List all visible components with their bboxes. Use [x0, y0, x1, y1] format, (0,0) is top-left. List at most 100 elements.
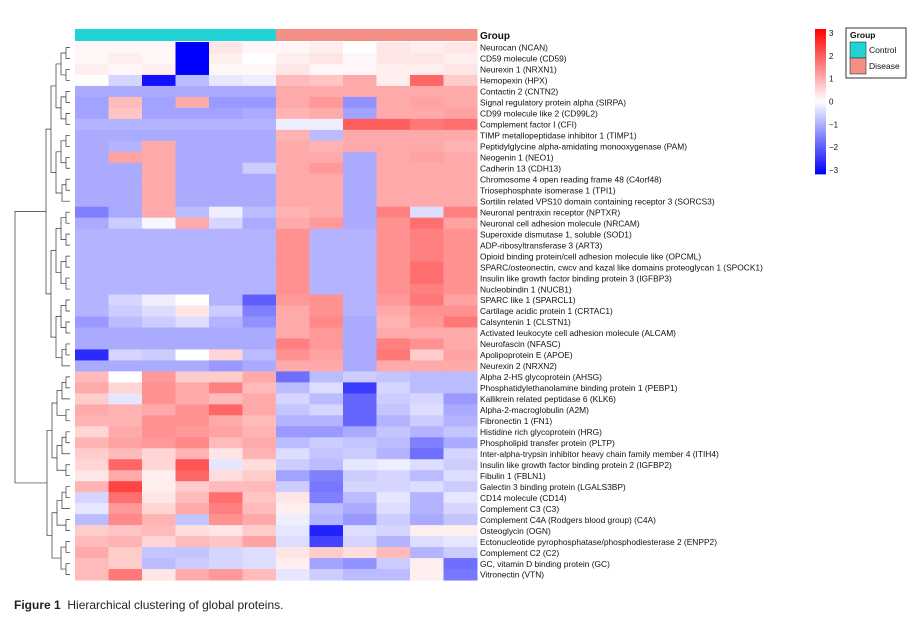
heatmap-cell: [276, 349, 310, 361]
row-label: CD59 molecule (CD59): [480, 54, 567, 64]
heatmap-cell: [309, 283, 344, 296]
heatmap-cell: [309, 250, 344, 263]
heatmap-cell: [209, 525, 243, 537]
heatmap-cell: [142, 85, 176, 98]
heatmap-cell: [309, 206, 344, 219]
heatmap-cell: [209, 338, 243, 350]
heatmap-cell: [309, 404, 344, 416]
heatmap-cell: [276, 404, 310, 416]
heatmap-cell: [410, 371, 444, 383]
heatmap-cell: [242, 151, 277, 164]
heatmap-cell: [75, 437, 109, 449]
heatmap-cell: [75, 195, 109, 208]
color-bar-tick: −2: [829, 143, 839, 152]
heatmap-cell: [376, 294, 411, 307]
heatmap-cell: [410, 195, 444, 208]
heatmap-cell: [142, 107, 176, 120]
heatmap-cell: [410, 63, 444, 76]
heatmap-cell: [75, 129, 109, 142]
heatmap-cell: [443, 272, 478, 285]
row-label: Vitronectin (VTN): [480, 570, 544, 580]
heatmap-cell: [75, 305, 109, 317]
annotation-cell-disease: [410, 29, 444, 41]
heatmap-cell: [376, 393, 411, 405]
heatmap-cell: [376, 503, 411, 515]
heatmap-cell: [242, 250, 277, 263]
color-bar-step: [815, 53, 826, 56]
heatmap-cell: [343, 206, 377, 219]
heatmap-cell: [410, 107, 444, 120]
dendrogram-branch: [50, 250, 56, 338]
row-label: Neogenin 1 (NEO1): [480, 152, 554, 162]
heatmap-cell: [443, 217, 478, 230]
heatmap-cell: [376, 536, 411, 548]
heatmap-cell: [242, 426, 277, 438]
row-label: Complement factor I (CFI): [480, 120, 577, 130]
heatmap-cell: [142, 338, 176, 350]
heatmap-cell: [410, 569, 444, 581]
heatmap-cell: [242, 415, 277, 427]
heatmap-cell: [175, 272, 210, 285]
color-bar-step: [815, 82, 826, 85]
row-label: Calsyntenin 1 (CLSTN1): [480, 317, 571, 327]
heatmap-cell: [142, 481, 176, 493]
heatmap-cell: [242, 360, 277, 372]
heatmap-cell: [443, 503, 478, 515]
heatmap-cell: [443, 316, 478, 328]
heatmap-cell: [410, 173, 444, 186]
row-label: Sortilin related VPS10 domain containing…: [480, 196, 715, 206]
heatmap-cell: [376, 470, 411, 482]
heatmap-cell: [242, 52, 277, 65]
heatmap-cell: [142, 272, 176, 285]
heatmap-cell: [175, 162, 210, 175]
row-label: Galectin 3 binding protein (LGALS3BP): [480, 482, 626, 492]
color-bar-step: [815, 94, 826, 98]
heatmap-cell: [309, 393, 344, 405]
heatmap-cell: [209, 382, 243, 394]
heatmap-cell: [276, 294, 310, 307]
heatmap-cell: [443, 525, 478, 537]
heatmap-cell: [443, 206, 478, 219]
heatmap-cell: [108, 481, 143, 493]
heatmap-cell: [343, 96, 377, 109]
heatmap-cell: [276, 42, 310, 54]
heatmap-cell: [376, 338, 411, 350]
heatmap-cell: [209, 470, 243, 482]
heatmap-cell: [175, 239, 210, 252]
heatmap-cell: [410, 349, 444, 361]
heatmap-cell: [410, 206, 444, 219]
heatmap-cell: [108, 536, 143, 548]
heatmap-cell: [108, 448, 143, 460]
color-bar-step: [815, 36, 826, 40]
heatmap-cell: [443, 184, 478, 197]
color-bar-step: [815, 157, 826, 160]
row-label: TIMP metallopeptidase inhibitor 1 (TIMP1…: [480, 131, 637, 141]
heatmap-cell: [142, 305, 176, 317]
heatmap-cell: [209, 42, 243, 54]
heatmap-cell: [276, 184, 310, 197]
heatmap-cell: [175, 151, 210, 164]
heatmap-cell: [175, 558, 210, 570]
heatmap-cell: [175, 514, 210, 526]
heatmap-cell: [443, 481, 478, 493]
heatmap-cell: [376, 261, 411, 274]
color-bar-step: [815, 84, 826, 88]
heatmap-cell: [343, 426, 377, 438]
color-bar-step: [815, 43, 826, 47]
heatmap-cell: [242, 448, 277, 460]
heatmap-cell: [142, 184, 176, 197]
heatmap-cell: [175, 426, 210, 438]
heatmap-cell: [443, 63, 478, 76]
dendrogram-branch: [46, 430, 52, 536]
heatmap-cell: [142, 96, 176, 109]
heatmap-cell: [242, 294, 277, 307]
heatmap-cell: [108, 173, 143, 186]
heatmap-cell: [242, 272, 277, 285]
heatmap-cell: [209, 140, 243, 153]
heatmap-cell: [142, 74, 176, 87]
heatmap-cell: [309, 217, 344, 230]
color-bar-step: [815, 120, 826, 124]
heatmap-cell: [309, 503, 344, 515]
heatmap-cell: [75, 261, 109, 274]
